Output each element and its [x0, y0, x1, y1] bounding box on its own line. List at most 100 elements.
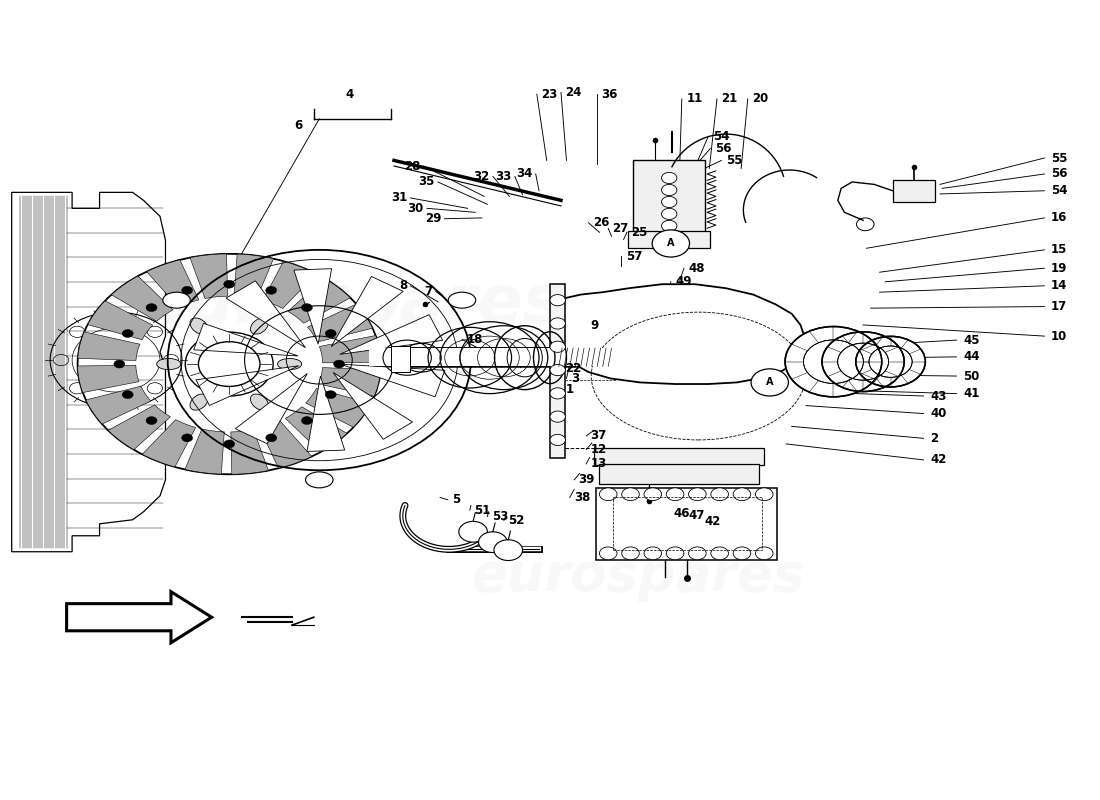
Circle shape — [114, 360, 124, 368]
Text: 29: 29 — [425, 212, 441, 226]
Polygon shape — [331, 277, 404, 346]
Polygon shape — [307, 376, 344, 451]
Text: 41: 41 — [964, 387, 979, 400]
Circle shape — [756, 488, 773, 501]
Polygon shape — [341, 364, 444, 397]
Polygon shape — [333, 373, 412, 439]
Circle shape — [661, 208, 676, 219]
Text: 18: 18 — [466, 333, 483, 346]
Circle shape — [146, 417, 157, 425]
Text: 6: 6 — [294, 118, 302, 132]
Bar — [628, 230, 711, 248]
Polygon shape — [235, 374, 307, 444]
Circle shape — [667, 547, 684, 560]
Circle shape — [621, 488, 639, 501]
Polygon shape — [234, 254, 274, 299]
Ellipse shape — [251, 394, 268, 410]
Ellipse shape — [156, 358, 180, 370]
Circle shape — [550, 434, 565, 446]
Ellipse shape — [163, 292, 190, 308]
Text: 3: 3 — [571, 372, 579, 385]
Bar — [600, 464, 759, 484]
Bar — [634, 161, 705, 232]
Circle shape — [711, 547, 728, 560]
Circle shape — [333, 360, 344, 368]
Circle shape — [550, 341, 565, 352]
Ellipse shape — [190, 394, 208, 410]
Circle shape — [182, 286, 192, 294]
Text: 4: 4 — [345, 89, 354, 102]
Circle shape — [550, 388, 565, 399]
Text: 43: 43 — [931, 390, 946, 402]
Text: 17: 17 — [1050, 300, 1067, 313]
Polygon shape — [142, 420, 196, 467]
Circle shape — [667, 488, 684, 501]
Polygon shape — [111, 276, 173, 322]
Polygon shape — [185, 429, 224, 474]
Ellipse shape — [449, 292, 475, 308]
Text: 26: 26 — [593, 216, 609, 230]
Circle shape — [600, 547, 617, 560]
Text: 54: 54 — [713, 130, 729, 143]
Circle shape — [301, 417, 312, 425]
Ellipse shape — [306, 472, 333, 488]
Text: 39: 39 — [579, 474, 595, 486]
Text: 54: 54 — [1050, 184, 1067, 198]
Circle shape — [326, 390, 337, 398]
Circle shape — [550, 411, 565, 422]
Polygon shape — [146, 260, 199, 307]
Circle shape — [661, 172, 676, 183]
Text: 5: 5 — [452, 494, 461, 506]
Polygon shape — [86, 386, 151, 424]
Circle shape — [644, 547, 661, 560]
Text: 45: 45 — [964, 334, 980, 346]
Text: 55: 55 — [726, 154, 742, 167]
Text: 46: 46 — [673, 507, 690, 520]
Text: 11: 11 — [686, 93, 703, 106]
Polygon shape — [78, 366, 139, 393]
Text: 20: 20 — [752, 93, 769, 106]
Text: 27: 27 — [613, 222, 629, 234]
Circle shape — [661, 220, 676, 231]
Polygon shape — [67, 592, 211, 642]
Text: 44: 44 — [964, 350, 980, 363]
Circle shape — [621, 547, 639, 560]
Text: 52: 52 — [508, 514, 525, 527]
Polygon shape — [319, 368, 381, 396]
Text: 49: 49 — [675, 275, 692, 288]
Polygon shape — [556, 284, 805, 384]
Text: 25: 25 — [631, 226, 648, 238]
Polygon shape — [231, 430, 268, 474]
Circle shape — [550, 318, 565, 329]
Text: A: A — [766, 378, 773, 387]
Polygon shape — [340, 314, 442, 354]
Text: 56: 56 — [715, 142, 732, 155]
Polygon shape — [319, 335, 381, 363]
Circle shape — [711, 488, 728, 501]
Text: 37: 37 — [591, 430, 607, 442]
Bar — [390, 346, 410, 372]
Polygon shape — [88, 301, 153, 340]
Text: 51: 51 — [474, 504, 491, 517]
Text: 30: 30 — [407, 202, 424, 215]
Polygon shape — [226, 281, 306, 348]
Text: 23: 23 — [541, 88, 558, 101]
Polygon shape — [550, 284, 565, 458]
Polygon shape — [263, 261, 316, 309]
Polygon shape — [306, 388, 371, 427]
Text: 50: 50 — [964, 370, 979, 382]
Polygon shape — [78, 332, 140, 361]
Polygon shape — [12, 192, 165, 552]
Bar — [893, 179, 935, 202]
Circle shape — [478, 532, 507, 553]
Circle shape — [822, 332, 904, 391]
Polygon shape — [108, 405, 170, 450]
Bar — [368, 348, 621, 366]
Bar — [613, 498, 762, 550]
Text: 24: 24 — [565, 86, 582, 99]
Text: A: A — [667, 238, 674, 249]
Text: 10: 10 — [1050, 330, 1067, 342]
Text: 22: 22 — [565, 362, 582, 374]
Text: 1: 1 — [565, 383, 573, 396]
Circle shape — [600, 488, 617, 501]
